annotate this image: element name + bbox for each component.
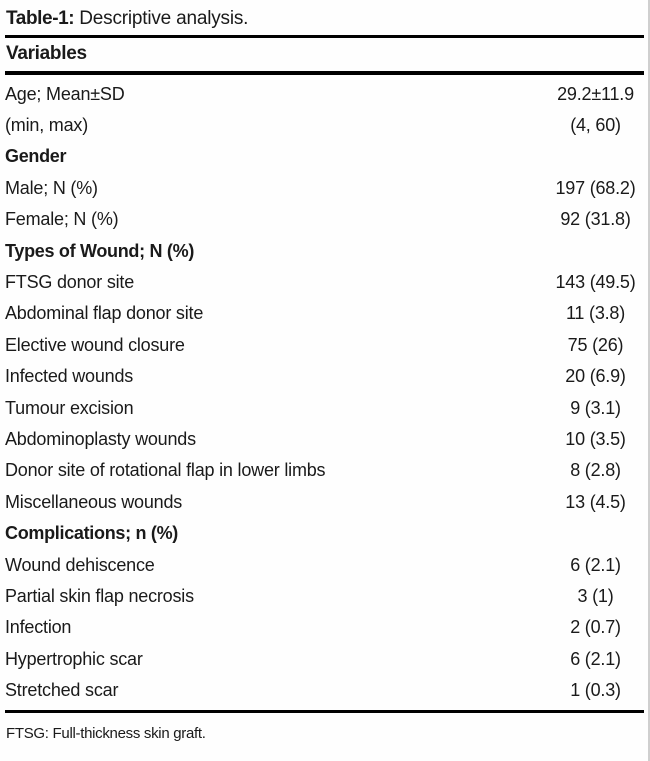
table-title-label: Table-1: xyxy=(6,8,75,29)
row-value: 1 (0.3) xyxy=(570,680,621,701)
table-row: Tumour excision 9 (3.1) xyxy=(5,392,644,423)
table-row: Hypertrophic scar 6 (2.1) xyxy=(5,643,644,674)
table-row: FTSG donor site 143 (49.5) xyxy=(5,266,644,297)
footnote: FTSG: Full-thickness skin graft. xyxy=(6,724,206,742)
row-value: 10 (3.5) xyxy=(565,428,626,449)
table-row: Infected wounds 20 (6.9) xyxy=(5,361,644,392)
row-label: Wound dehiscence xyxy=(5,554,155,575)
table-row: Abdominal flap donor site 11 (3.8) xyxy=(5,298,644,329)
row-label: Donor site of rotational flap in lower l… xyxy=(5,460,326,481)
table-row: Wound dehiscence 6 (2.1) xyxy=(5,549,644,580)
row-value xyxy=(547,141,644,172)
row-label: Complications; n (%) xyxy=(5,523,178,544)
row-value: 6 (2.1) xyxy=(570,648,621,669)
row-label: Infected wounds xyxy=(5,366,134,387)
row-label: Female; N (%) xyxy=(5,209,119,230)
row-label: Miscellaneous wounds xyxy=(5,491,183,512)
column-header: Variables xyxy=(6,43,87,64)
row-label: FTSG donor site xyxy=(5,272,135,293)
row-label: Abdominoplasty wounds xyxy=(5,428,196,449)
row-label: Age; Mean±SD xyxy=(5,83,125,104)
row-value xyxy=(547,235,644,266)
table-row: Female; N (%) 92 (31.8) xyxy=(5,204,644,235)
table-row: Elective wound closure 75 (26) xyxy=(5,329,644,360)
table-row: Abdominoplasty wounds 10 (3.5) xyxy=(5,423,644,454)
bottom-rule xyxy=(5,709,644,713)
row-label: Tumour excision xyxy=(5,397,134,418)
row-value: 20 (6.9) xyxy=(565,366,626,387)
row-value: 29.2±11.9 xyxy=(557,83,634,104)
table-title-text: Descriptive analysis. xyxy=(79,8,249,29)
row-value: 11 (3.8) xyxy=(565,303,626,324)
row-value: 8 (2.8) xyxy=(570,460,621,481)
row-label: (min, max) xyxy=(5,115,88,136)
row-value: 6 (2.1) xyxy=(570,554,621,575)
table-row: Infection 2 (0.7) xyxy=(5,612,644,643)
scan-edge-artifact xyxy=(648,0,650,761)
table-section-row: Types of Wound; N (%) xyxy=(5,235,644,266)
table-section-row: Gender xyxy=(5,141,644,172)
row-value: 13 (4.5) xyxy=(565,491,626,512)
row-value: 9 (3.1) xyxy=(570,397,621,418)
table-title: Table-1: Descriptive analysis. xyxy=(5,6,644,32)
row-label: Types of Wound; N (%) xyxy=(5,240,195,261)
row-label: Partial skin flap necrosis xyxy=(5,585,194,606)
top-rule xyxy=(5,35,644,38)
row-value: 3 (1) xyxy=(577,585,614,606)
table-row: (min, max) (4, 60) xyxy=(5,109,644,140)
row-label: Gender xyxy=(5,146,67,167)
row-label: Male; N (%) xyxy=(5,177,98,198)
row-value: 92 (31.8) xyxy=(560,209,631,230)
row-value xyxy=(547,517,644,548)
row-value: 197 (68.2) xyxy=(555,177,636,198)
table-row: Partial skin flap necrosis 3 (1) xyxy=(5,580,644,611)
row-value: (4, 60) xyxy=(570,115,621,136)
row-value: 2 (0.7) xyxy=(570,617,621,638)
table-row: Male; N (%) 197 (68.2) xyxy=(5,172,644,203)
header-double-rule xyxy=(5,71,644,75)
descriptive-table: Age; Mean±SD 29.2±11.9 (min, max) (4, 60… xyxy=(5,78,644,706)
row-label: Infection xyxy=(5,617,72,638)
table-row: Age; Mean±SD 29.2±11.9 xyxy=(5,78,644,109)
row-value: 143 (49.5) xyxy=(555,272,636,293)
row-label: Abdominal flap donor site xyxy=(5,303,204,324)
table-section-row: Complications; n (%) xyxy=(5,517,644,548)
table-row: Donor site of rotational flap in lower l… xyxy=(5,455,644,486)
row-label: Hypertrophic scar xyxy=(5,648,143,669)
row-label: Elective wound closure xyxy=(5,334,185,355)
table-row: Miscellaneous wounds 13 (4.5) xyxy=(5,486,644,517)
row-value: 75 (26) xyxy=(567,334,624,355)
row-label: Stretched scar xyxy=(5,680,119,701)
table-row: Stretched scar 1 (0.3) xyxy=(5,674,644,705)
